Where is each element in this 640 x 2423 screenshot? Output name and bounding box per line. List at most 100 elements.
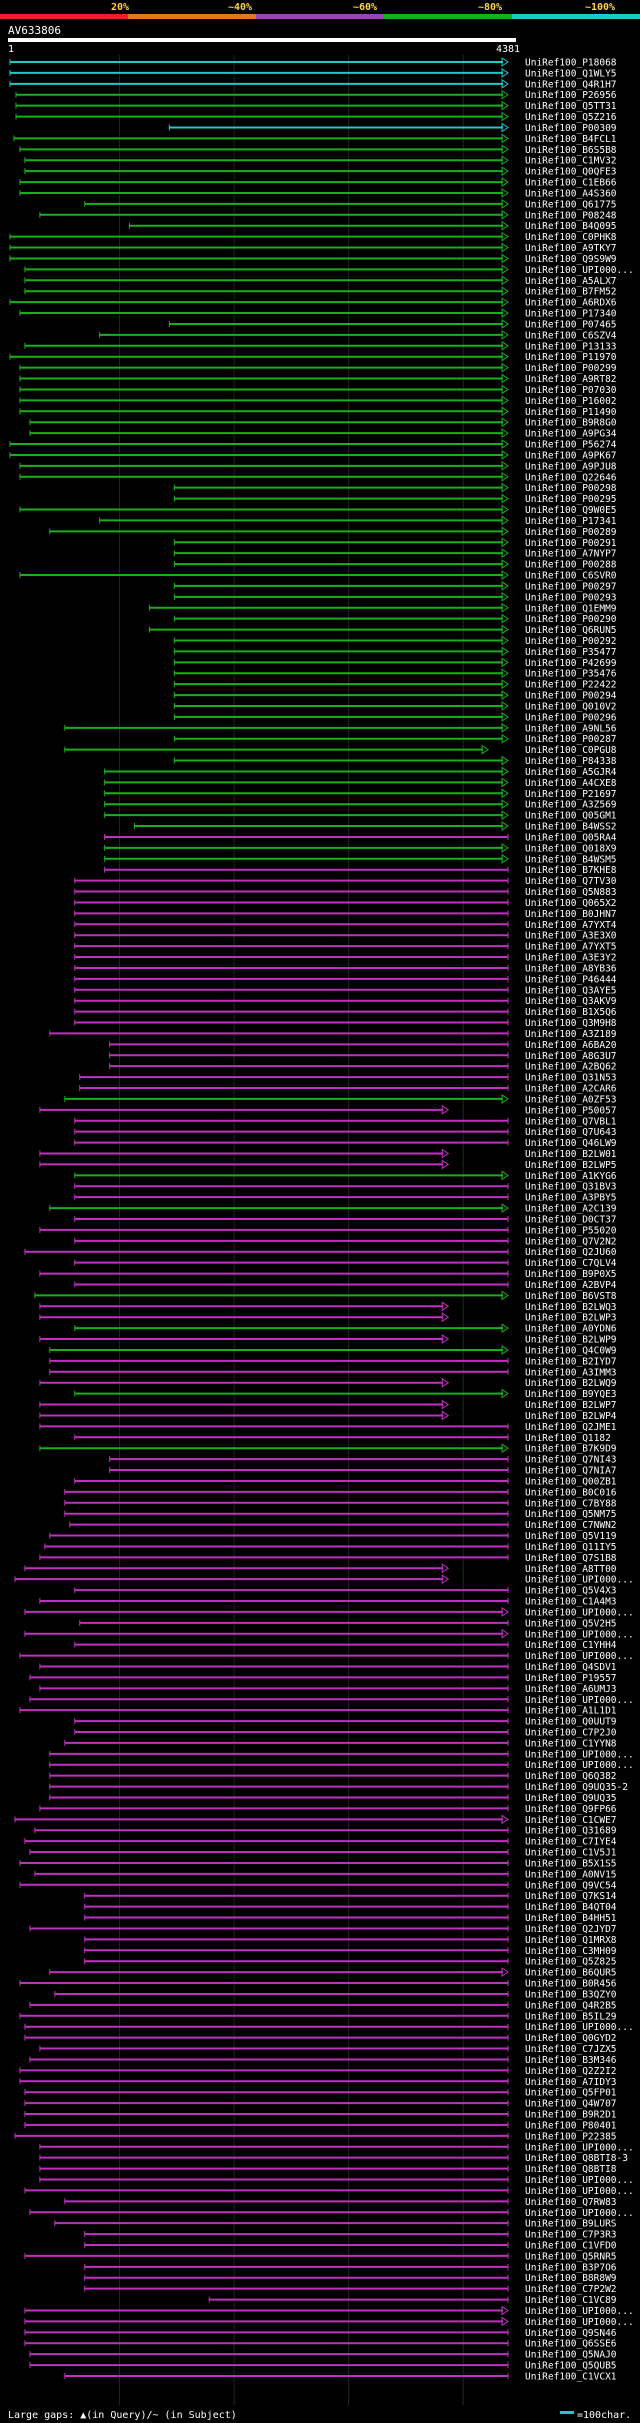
hit-label[interactable]: UniRef100_B6QUR5 [525,1968,617,1979]
hit-label[interactable]: UniRef100_P08248 [525,210,617,221]
hit-row[interactable]: UniRef100_B6S5B8 [19,144,617,156]
hit-row[interactable]: UniRef100_A1L1D1 [19,1706,617,1717]
hit-row[interactable]: UniRef100_Q22646 [19,471,617,483]
hit-label[interactable]: UniRef100_P35477 [525,647,617,658]
hit-row[interactable]: UniRef100_P00294 [173,690,617,702]
hit-label[interactable]: UniRef100_C6SVR0 [525,571,617,582]
hit-label[interactable]: UniRef100_UPI000... [525,265,634,276]
hit-row[interactable]: UniRef100_B9R2D1 [24,2110,617,2121]
hit-row[interactable]: UniRef100_C7IYE4 [24,1837,617,1848]
hit-label[interactable]: UniRef100_P00296 [525,712,617,723]
hit-label[interactable]: UniRef100_UPI000... [525,2022,634,2033]
hit-label[interactable]: UniRef100_Q00ZB1 [525,1476,617,1487]
hit-row[interactable]: UniRef100_A9RT82 [19,373,617,385]
hit-label[interactable]: UniRef100_P00299 [525,363,617,374]
hit-label[interactable]: UniRef100_UPI000... [525,2317,634,2328]
hit-row[interactable]: UniRef100_Q7V2N2 [74,1236,617,1247]
hit-label[interactable]: UniRef100_A1KYG6 [525,1171,617,1182]
hit-row[interactable]: UniRef100_C1YHH4 [74,1640,617,1651]
hit-row[interactable]: UniRef100_C1YYN8 [64,1738,617,1749]
hit-row[interactable]: UniRef100_P00309 [168,122,617,134]
hit-row[interactable]: UniRef100_P11490 [19,406,617,418]
hit-row[interactable]: UniRef100_B7K9D9 [39,1443,617,1455]
hit-row[interactable]: UniRef100_A0NV15 [34,1869,617,1880]
hit-row[interactable]: UniRef100_Q11IY5 [44,1542,617,1553]
hit-row[interactable]: UniRef100_Q3AKV9 [74,996,617,1007]
hit-row[interactable]: UniRef100_P07030 [19,384,617,396]
hit-row[interactable]: UniRef100_Q5RNR5 [24,2251,617,2262]
hit-row[interactable]: UniRef100_B2LWQ3 [39,1301,617,1313]
hit-row[interactable]: UniRef100_P00293 [173,591,617,603]
hit-row[interactable]: UniRef100_A9PJU8 [19,460,617,472]
hit-label[interactable]: UniRef100_B0C016 [525,1487,617,1498]
hit-row[interactable]: UniRef100_B2LWQ9 [39,1377,617,1389]
hit-label[interactable]: UniRef100_A9PG34 [525,429,617,440]
hit-row[interactable]: UniRef100_Q9UQ35 [49,1793,617,1804]
hit-label[interactable]: UniRef100_Q7S1B8 [525,1553,617,1564]
hit-row[interactable]: UniRef100_P55020 [39,1225,617,1236]
hit-row[interactable]: UniRef100_Q0UUT9 [74,1717,617,1728]
hit-row[interactable]: UniRef100_UPI000... [14,1574,634,1586]
hit-label[interactable]: UniRef100_UPI000... [525,1629,634,1640]
hit-row[interactable]: UniRef100_Q5V4X3 [74,1586,617,1597]
hit-label[interactable]: UniRef100_Q5FP01 [525,2088,617,2099]
hit-row[interactable]: UniRef100_Q5NM75 [64,1509,617,1520]
hit-row[interactable]: UniRef100_B4WSS2 [134,821,617,833]
hit-label[interactable]: UniRef100_UPI000... [525,2306,634,2317]
hit-label[interactable]: UniRef100_P55020 [525,1225,617,1236]
hit-label[interactable]: UniRef100_UPI000... [525,1695,634,1706]
hit-row[interactable]: UniRef100_B6VST8 [34,1290,617,1302]
hit-row[interactable]: UniRef100_B6QUR5 [49,1967,617,1979]
hit-row[interactable]: UniRef100_UPI000... [24,2316,634,2328]
hit-row[interactable]: UniRef100_B5X1S5 [19,1858,617,1869]
hit-label[interactable]: UniRef100_Q4W707 [525,2099,617,2110]
hit-row[interactable]: UniRef100_B2IYD7 [49,1356,617,1367]
hit-label[interactable]: UniRef100_Q7NI43 [525,1455,617,1466]
hit-label[interactable]: UniRef100_A3Z189 [525,1029,617,1040]
hit-row[interactable]: UniRef100_Q0QFE3 [24,166,617,178]
hit-label[interactable]: UniRef100_A9PJU8 [525,461,617,472]
hit-row[interactable]: UniRef100_A8YB36 [74,963,617,974]
hit-label[interactable]: UniRef100_Q46LW9 [525,1138,617,1149]
hit-label[interactable]: UniRef100_Q9SN46 [525,2328,617,2339]
hit-row[interactable]: UniRef100_Q7VBL1 [74,1116,617,1127]
hit-label[interactable]: UniRef100_Q05RA4 [525,832,617,843]
hit-row[interactable]: UniRef100_A8TT00 [24,1563,617,1575]
hit-row[interactable]: UniRef100_Q9SN46 [24,2328,617,2339]
hit-row[interactable]: UniRef100_B2LWP7 [39,1399,617,1411]
hit-row[interactable]: UniRef100_P00291 [173,537,617,549]
hit-row[interactable]: UniRef100_Q7NI43 [109,1455,617,1466]
hit-row[interactable]: UniRef100_A7YXT5 [74,942,617,953]
hit-row[interactable]: UniRef100_A2C139 [49,1203,617,1215]
hit-label[interactable]: UniRef100_Q1WLY5 [525,68,617,79]
hit-row[interactable]: UniRef100_C0PHK8 [9,231,617,243]
hit-label[interactable]: UniRef100_B2LWQ3 [525,1302,617,1313]
hit-label[interactable]: UniRef100_C7QLV4 [525,1258,617,1269]
hit-label[interactable]: UniRef100_B4QT04 [525,1902,617,1913]
hit-row[interactable]: UniRef100_P00297 [173,580,617,592]
hit-row[interactable]: UniRef100_A7IDY3 [19,2077,617,2088]
hit-label[interactable]: UniRef100_Q31BV3 [525,1182,617,1193]
hit-row[interactable]: UniRef100_Q31N53 [79,1073,617,1084]
hit-row[interactable]: UniRef100_P50057 [39,1104,617,1116]
hit-label[interactable]: UniRef100_P00291 [525,538,617,549]
hit-label[interactable]: UniRef100_P00298 [525,483,617,494]
hit-label[interactable]: UniRef100_P42699 [525,658,617,669]
hit-label[interactable]: UniRef100_B2LWP9 [525,1335,617,1346]
hit-label[interactable]: UniRef100_Q31N53 [525,1073,617,1084]
hit-label[interactable]: UniRef100_Q3M9H8 [525,1018,617,1029]
hit-row[interactable]: UniRef100_C7NWN2 [69,1520,617,1531]
hit-row[interactable]: UniRef100_Q31689 [34,1826,617,1837]
hit-label[interactable]: UniRef100_C1YYN8 [525,1738,617,1749]
hit-label[interactable]: UniRef100_Q7U643 [525,1127,617,1138]
hit-label[interactable]: UniRef100_A9TKY7 [525,243,617,254]
hit-label[interactable]: UniRef100_B3P7O6 [525,2262,617,2273]
hit-row[interactable]: UniRef100_Q0GYD2 [24,2033,617,2044]
hit-label[interactable]: UniRef100_Q6SSE6 [525,2339,617,2350]
hit-row[interactable]: UniRef100_P00287 [173,733,617,745]
hit-label[interactable]: UniRef100_Q3AYE5 [525,985,617,996]
hit-label[interactable]: UniRef100_B9R8G0 [525,418,617,429]
hit-label[interactable]: UniRef100_Q5V119 [525,1531,617,1542]
hit-label[interactable]: UniRef100_Q5TT31 [525,101,617,112]
hit-label[interactable]: UniRef100_A4CXE8 [525,778,617,789]
